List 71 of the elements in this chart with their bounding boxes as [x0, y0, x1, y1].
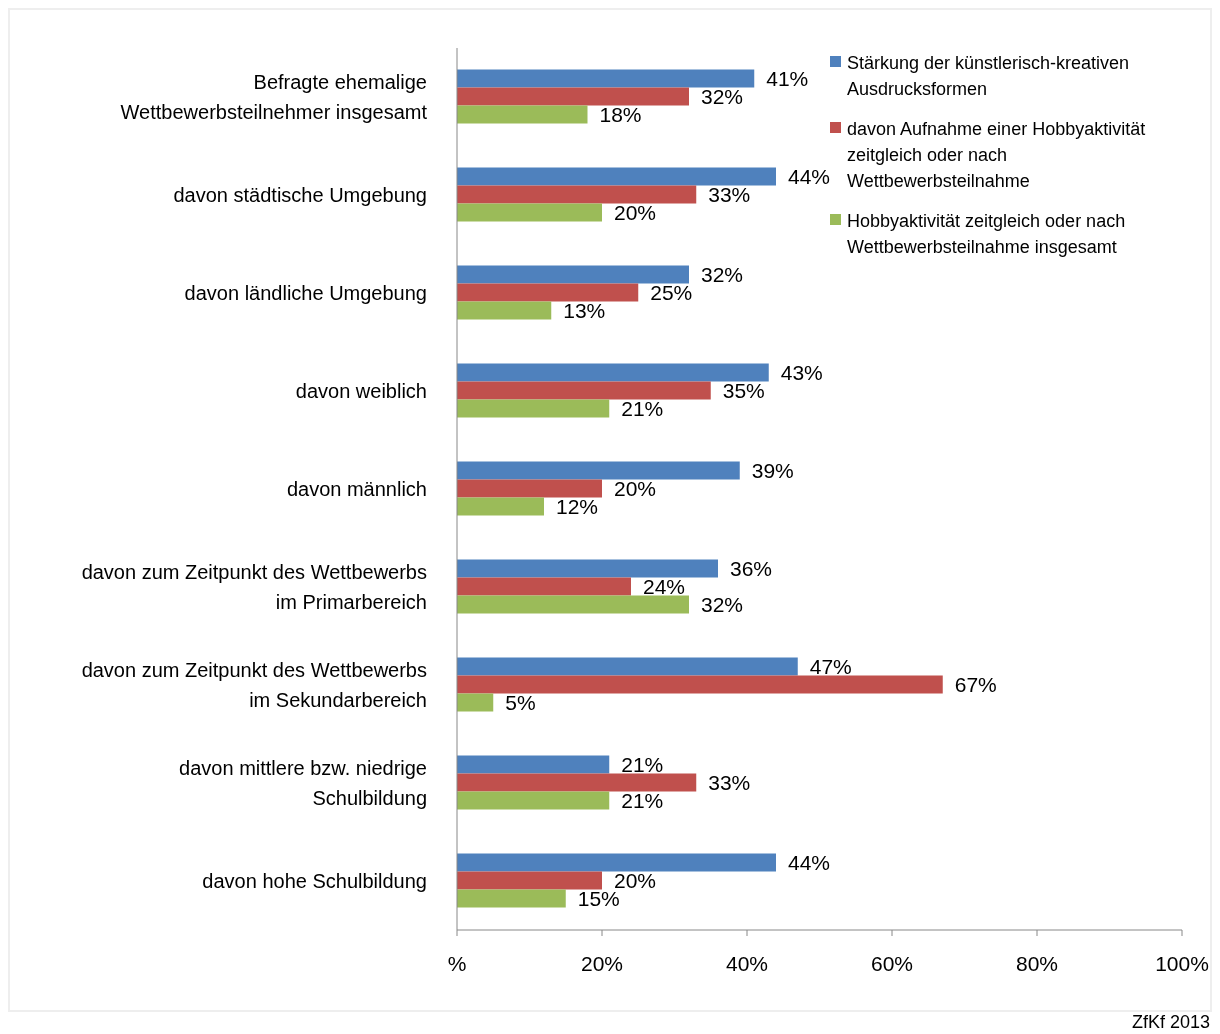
data-label: 39%: [751, 459, 794, 483]
bar: [457, 595, 689, 614]
bar: [457, 69, 755, 88]
bar: [457, 283, 639, 302]
data-label: 13%: [563, 299, 606, 323]
text: ZfKf 2013: [1130, 1012, 1211, 1033]
legend-label: davon Aufnahme einer Hobbyaktivität zeitgleich oder nach Wettbewerbsteilnahme: [847, 118, 1147, 193]
data-label: 21%: [621, 789, 664, 813]
bar: [457, 577, 631, 596]
x-tick-label: 40%: [725, 951, 769, 975]
bar: [457, 755, 610, 774]
data-label: 20%: [614, 201, 657, 225]
legend-label: Hobbyaktivität zeitgleich oder nach Wettbewerbsteilnahme insgesamt: [847, 210, 1127, 259]
bar: [457, 889, 566, 908]
data-label: 32%: [701, 593, 744, 617]
data-label: 43%: [780, 361, 823, 385]
data-label: 44%: [788, 165, 831, 189]
bar: [457, 381, 711, 400]
y-tick-label: davon mittlere bzw. niedrige Schulbildung: [179, 757, 427, 809]
data-label: 5%: [505, 691, 536, 715]
bar: [457, 105, 588, 124]
y-tick-label: davon zum Zeitpunkt des Wettbewerbs im Primarbereich: [81, 561, 427, 613]
bar: [457, 203, 602, 222]
y-tick-label: davon städtische Umgebung: [173, 184, 427, 206]
data-label: 18%: [599, 103, 642, 127]
data-label: 12%: [556, 495, 599, 519]
x-tick-label: 20%: [580, 951, 624, 975]
y-tick-label: davon hohe Schulbildung: [202, 870, 427, 892]
data-label: 67%: [954, 673, 997, 697]
bar: [457, 301, 552, 320]
data-label: 44%: [788, 851, 831, 875]
data-label: 20%: [614, 477, 657, 501]
x-tick-label: 60%: [870, 951, 914, 975]
data-label: 33%: [708, 183, 751, 207]
bar: [457, 363, 769, 382]
data-label: 21%: [621, 753, 664, 777]
bar: [457, 185, 697, 204]
data-label: 25%: [650, 281, 693, 305]
x-tick-label: 100%: [1155, 951, 1209, 975]
bar: [457, 167, 776, 186]
data-label: 24%: [643, 575, 686, 599]
bar: [457, 693, 494, 712]
bar: [457, 265, 689, 284]
y-tick-label: davon weiblich: [295, 380, 427, 402]
bar: [457, 791, 610, 810]
y-tick-label: davon zum Zeitpunkt des Wettbewerbs im Sekundarbereich: [81, 659, 427, 711]
x-tick-label: %: [447, 951, 467, 975]
bar: [457, 559, 718, 578]
bar: [457, 461, 740, 480]
bar: [457, 675, 943, 694]
bar: [457, 479, 602, 498]
bar: [457, 87, 689, 106]
legend-label: Stärkung der künstlerisch-kreativen Ausdrucksformen: [847, 52, 1131, 101]
data-label: 32%: [701, 263, 744, 287]
y-tick-label: davon männlich: [286, 478, 427, 500]
data-label: 41%: [766, 67, 809, 91]
bar: [457, 853, 776, 872]
data-label: 47%: [809, 655, 852, 679]
bar: [457, 773, 697, 792]
x-tick-label: 80%: [1015, 951, 1059, 975]
y-tick-label: Befragte ehemalige Wettbewerbsteilnehmer insgesamt: [120, 71, 428, 123]
data-label: 32%: [701, 85, 744, 109]
bar: [457, 657, 798, 676]
y-tick-label: davon ländliche Umgebung: [184, 282, 427, 304]
bar: [457, 399, 610, 418]
data-label: 35%: [722, 379, 765, 403]
data-label: 36%: [730, 557, 773, 581]
bar: [457, 497, 544, 516]
bar: [457, 871, 602, 890]
data-label: 33%: [708, 771, 751, 795]
data-label: 21%: [621, 397, 664, 421]
